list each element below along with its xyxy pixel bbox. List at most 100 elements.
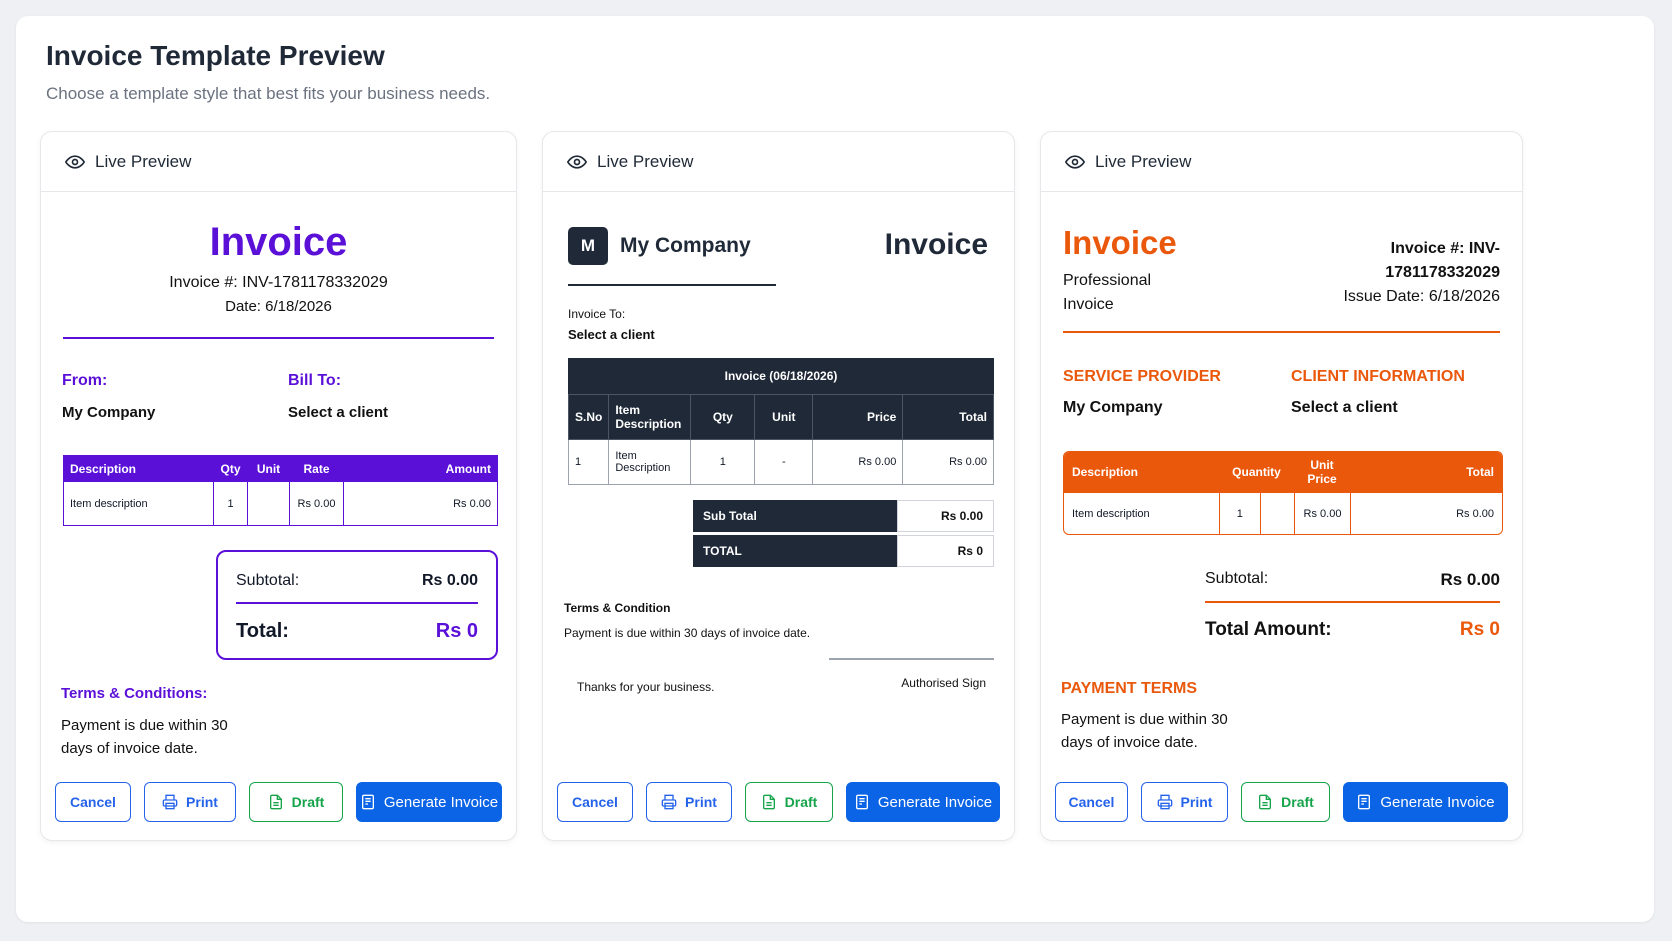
terms-text: Payment is due within 30 days of invoice…	[564, 626, 811, 640]
generate-invoice-button[interactable]: Generate Invoice	[1343, 782, 1508, 822]
cell-amount: Rs 0.00	[343, 481, 498, 526]
template-card-classic[interactable]: Live Preview Invoice Invoice #: INV-1781…	[40, 131, 517, 841]
invoice-icon	[855, 794, 868, 810]
print-label: Print	[685, 794, 717, 810]
divider	[236, 602, 478, 604]
client-label: CLIENT INFORMATION	[1291, 368, 1465, 385]
template-card-modern[interactable]: Live Preview M My Company Invoice Invoic…	[542, 131, 1015, 841]
table-header: Total	[902, 394, 994, 440]
document-icon	[269, 794, 282, 810]
draft-button[interactable]: Draft	[249, 782, 343, 822]
company-name: My Company	[620, 234, 751, 257]
total-row: TOTAL Rs 0	[693, 535, 994, 567]
action-buttons: Cancel Print Draft Generate Invoice	[1055, 782, 1508, 822]
subtotal-value: Rs 0.00	[897, 500, 994, 532]
terms-text: Payment is due within 30 days of invoice…	[61, 717, 228, 757]
generate-label: Generate Invoice	[383, 793, 499, 811]
terms-label: Terms & Conditions:	[61, 685, 208, 702]
invoice-to-label: Invoice To:	[568, 307, 626, 321]
card-header: Live Preview	[543, 132, 1014, 192]
table-header: Qty	[213, 455, 248, 482]
table-header: Description	[1064, 452, 1219, 492]
table-header: Total	[1350, 452, 1502, 492]
cell-unit	[1259, 492, 1294, 534]
cancel-button[interactable]: Cancel	[557, 782, 633, 822]
total-value: Rs 0	[897, 535, 994, 567]
table-header: Rate	[289, 455, 344, 482]
page-title: Invoice Template Preview	[46, 40, 385, 71]
subtotal-label: Subtotal:	[1205, 570, 1269, 587]
cell-description: Item description	[63, 481, 214, 526]
generate-label: Generate Invoice	[1380, 793, 1495, 811]
total-value: Rs 0	[1459, 619, 1500, 640]
terms-label: PAYMENT TERMS	[1061, 680, 1198, 697]
total-row: Total Amount: Rs 0	[1205, 619, 1500, 641]
summary-box: Subtotal: Rs 0.00 Total: Rs 0	[216, 550, 498, 660]
printer-icon	[661, 794, 677, 810]
invoice-preview: Invoice Professional Invoice Invoice #: …	[1041, 192, 1522, 840]
cell-total: Rs 0.00	[902, 439, 994, 485]
cell-sno: 1	[567, 439, 610, 485]
table-header: Unit Price	[1294, 452, 1350, 492]
print-label: Print	[1180, 794, 1213, 810]
draft-label: Draft	[784, 794, 818, 810]
provider-value: My Company	[1063, 399, 1163, 416]
divider	[1063, 331, 1500, 333]
subtotal-label: Sub Total	[693, 500, 897, 532]
table-header: Qty	[690, 394, 756, 440]
generate-invoice-button[interactable]: Generate Invoice	[356, 782, 502, 822]
from-label: From:	[62, 372, 108, 389]
print-label: Print	[186, 794, 218, 810]
generate-label: Generate Invoice	[877, 793, 993, 811]
divider	[1205, 601, 1500, 603]
table-header: Amount	[343, 455, 498, 482]
table-row: 1 Item Description 1 - Rs 0.00 Rs 0.00	[567, 439, 994, 485]
printer-icon	[1157, 794, 1172, 810]
invoice-icon	[361, 794, 374, 810]
print-button[interactable]: Print	[1141, 782, 1228, 822]
cell-price: Rs 0.00	[812, 439, 904, 485]
cell-rate: Rs 0.00	[289, 481, 344, 526]
cell-qty: 1	[213, 481, 248, 526]
total-label: TOTAL	[693, 535, 897, 567]
table-row: Item description 1 Rs 0.00 Rs 0.00	[1064, 492, 1502, 534]
company-logo: M	[568, 227, 608, 265]
table-header: Price	[812, 394, 904, 440]
signature-label: Authorised Sign	[901, 676, 986, 690]
cell-unit-price: Rs 0.00	[1294, 492, 1350, 534]
draft-button[interactable]: Draft	[745, 782, 833, 822]
table-row: Item description 1 Rs 0.00 Rs 0.00	[63, 481, 498, 526]
print-button[interactable]: Print	[646, 782, 732, 822]
total-label: Total Amount:	[1205, 619, 1332, 640]
items-table: Invoice (06/18/2026) S.No Item Descripti…	[567, 358, 994, 485]
thanks-text: Thanks for your business.	[577, 680, 715, 694]
cell-description: Item Description	[608, 439, 692, 485]
terms-text: Payment is due within 30 days of invoice…	[1061, 711, 1228, 751]
subtotal-label: Subtotal:	[236, 572, 300, 589]
subtotal-value: Rs 0.00	[421, 572, 478, 589]
table-header: S.No	[567, 394, 610, 440]
live-preview-label: Live Preview	[95, 151, 192, 171]
card-header: Live Preview	[1041, 132, 1522, 192]
subtotal-row: Sub Total Rs 0.00	[693, 500, 994, 532]
invoice-preview: Invoice Invoice #: INV-1781178332029 Dat…	[41, 192, 516, 840]
card-header: Live Preview	[41, 132, 516, 192]
subtotal-value: Rs 0.00	[1440, 570, 1500, 589]
signature-line	[829, 658, 994, 660]
draft-button[interactable]: Draft	[1241, 782, 1330, 822]
template-card-professional[interactable]: Live Preview Invoice Professional Invoic…	[1040, 131, 1523, 841]
items-table: Description Qty Unit Rate Amount Item de…	[63, 455, 498, 526]
cell-qty: 1	[690, 439, 756, 485]
invoice-title: Invoice	[209, 220, 348, 264]
page-container: Invoice Template Preview Choose a templa…	[16, 16, 1654, 922]
bill-to-value: Select a client	[288, 404, 389, 421]
cancel-button[interactable]: Cancel	[55, 782, 131, 822]
print-button[interactable]: Print	[144, 782, 236, 822]
total-value: Rs 0	[435, 620, 478, 642]
terms-label: Terms & Condition	[564, 601, 671, 615]
document-icon	[1259, 794, 1272, 810]
issue-date: Issue Date: 6/18/2026	[1343, 288, 1500, 305]
table-header: Item Description	[608, 394, 692, 440]
generate-invoice-button[interactable]: Generate Invoice	[846, 782, 1000, 822]
cancel-button[interactable]: Cancel	[1055, 782, 1128, 822]
